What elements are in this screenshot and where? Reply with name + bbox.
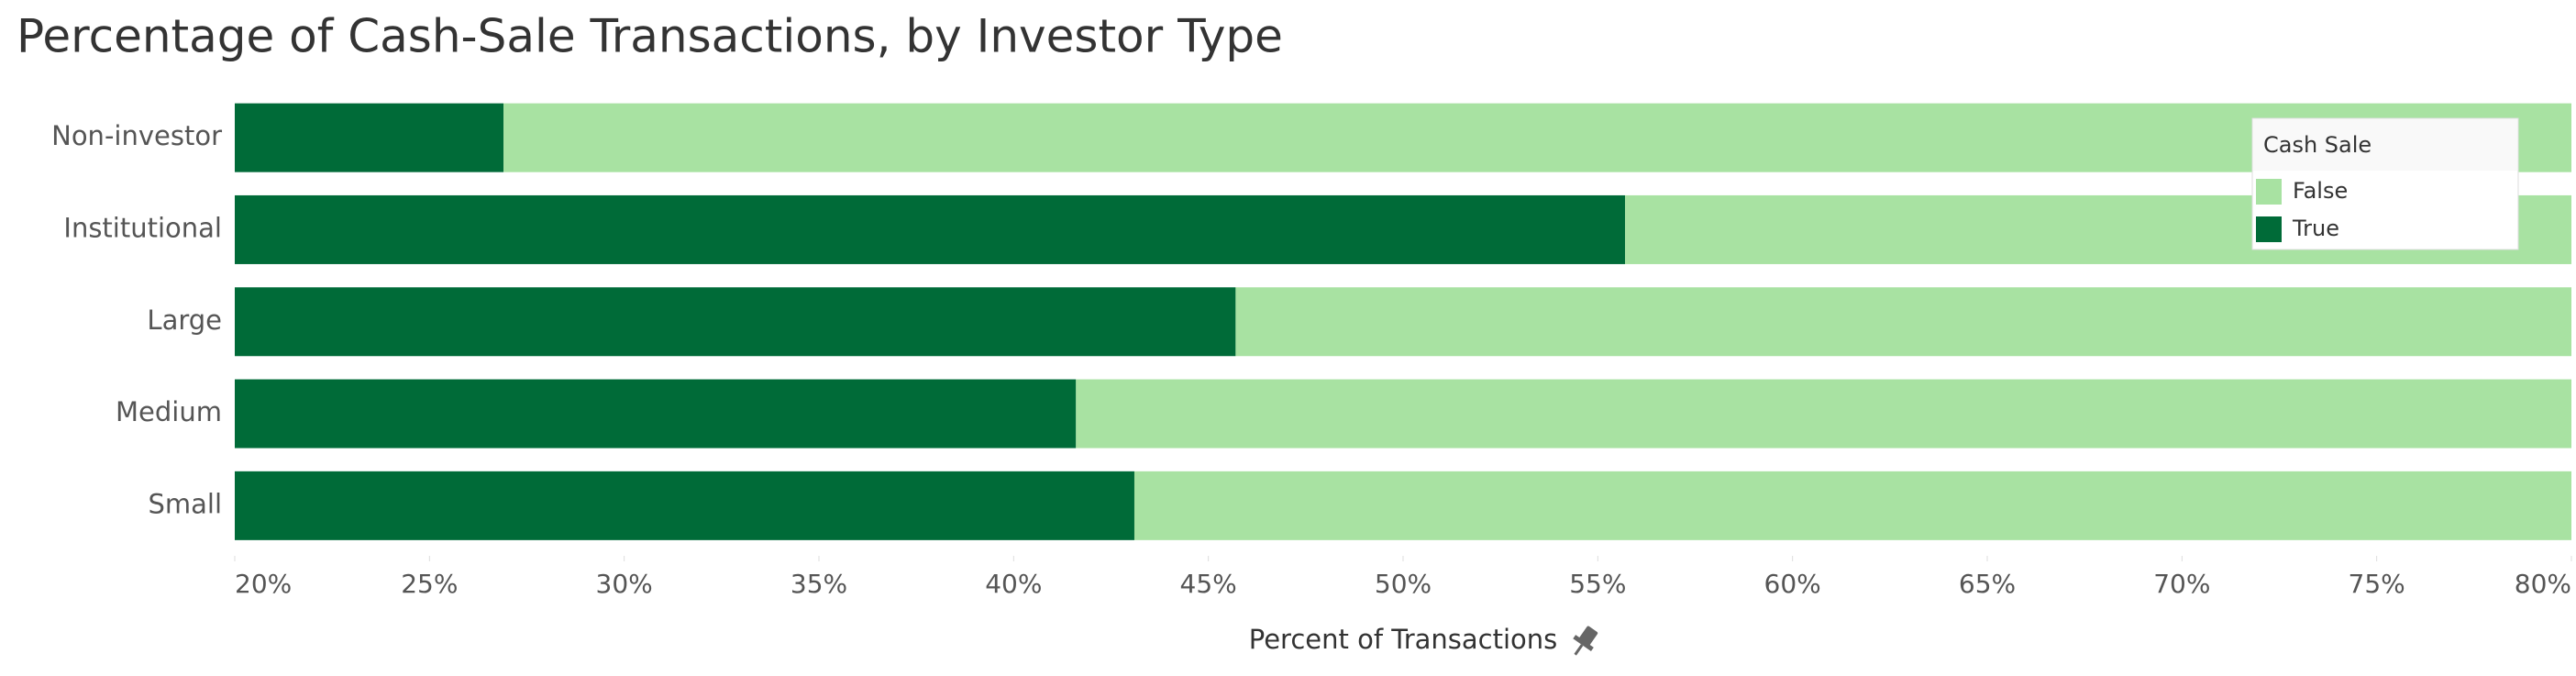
bar-segment <box>1133 471 2571 540</box>
y-tick-label: Non-investor <box>51 120 222 151</box>
bar-segment <box>235 194 1626 264</box>
legend-header <box>2253 119 2517 171</box>
bar-segment <box>503 103 2571 172</box>
x-tick-label: 70% <box>2153 569 2210 599</box>
y-tick-label: Medium <box>116 396 222 427</box>
bar-segment <box>235 471 1134 540</box>
legend-label: False <box>2293 178 2348 204</box>
x-tick-label: 65% <box>1959 569 2016 599</box>
legend-label: True <box>2292 216 2339 241</box>
x-tick-label: 45% <box>1180 569 1237 599</box>
legend-title: Cash Sale <box>2263 132 2371 158</box>
bar-segment <box>235 103 504 172</box>
x-tick-label: 50% <box>1375 569 1432 599</box>
bars <box>235 103 2571 540</box>
chart-title: Percentage of Cash-Sale Transactions, by… <box>17 10 1283 63</box>
x-tick-label: 20% <box>235 569 292 599</box>
y-tick-label: Large <box>147 305 222 336</box>
bar-segment <box>235 287 1236 357</box>
legend-swatch <box>2256 179 2282 205</box>
x-tick-label: 25% <box>401 569 458 599</box>
y-tick-label: Small <box>148 488 222 519</box>
x-tick-label: 40% <box>985 569 1042 599</box>
bar-segment <box>1076 379 2571 449</box>
x-tick-label: 75% <box>2349 569 2405 599</box>
legend: Cash Sale False True <box>2251 117 2519 250</box>
x-axis-title: Percent of Transactions <box>1249 624 1558 655</box>
x-tick-label: 55% <box>1569 569 1626 599</box>
y-tick-label: Institutional <box>63 212 222 243</box>
pin-icon <box>1573 626 1598 656</box>
x-tick-label: 35% <box>790 569 847 599</box>
x-tick-label: 80% <box>2515 569 2571 599</box>
bar-segment <box>1235 287 2571 357</box>
legend-swatch <box>2256 216 2282 242</box>
bar-segment <box>235 379 1077 449</box>
x-tick-label: 30% <box>596 569 653 599</box>
x-tick-label: 60% <box>1764 569 1821 599</box>
